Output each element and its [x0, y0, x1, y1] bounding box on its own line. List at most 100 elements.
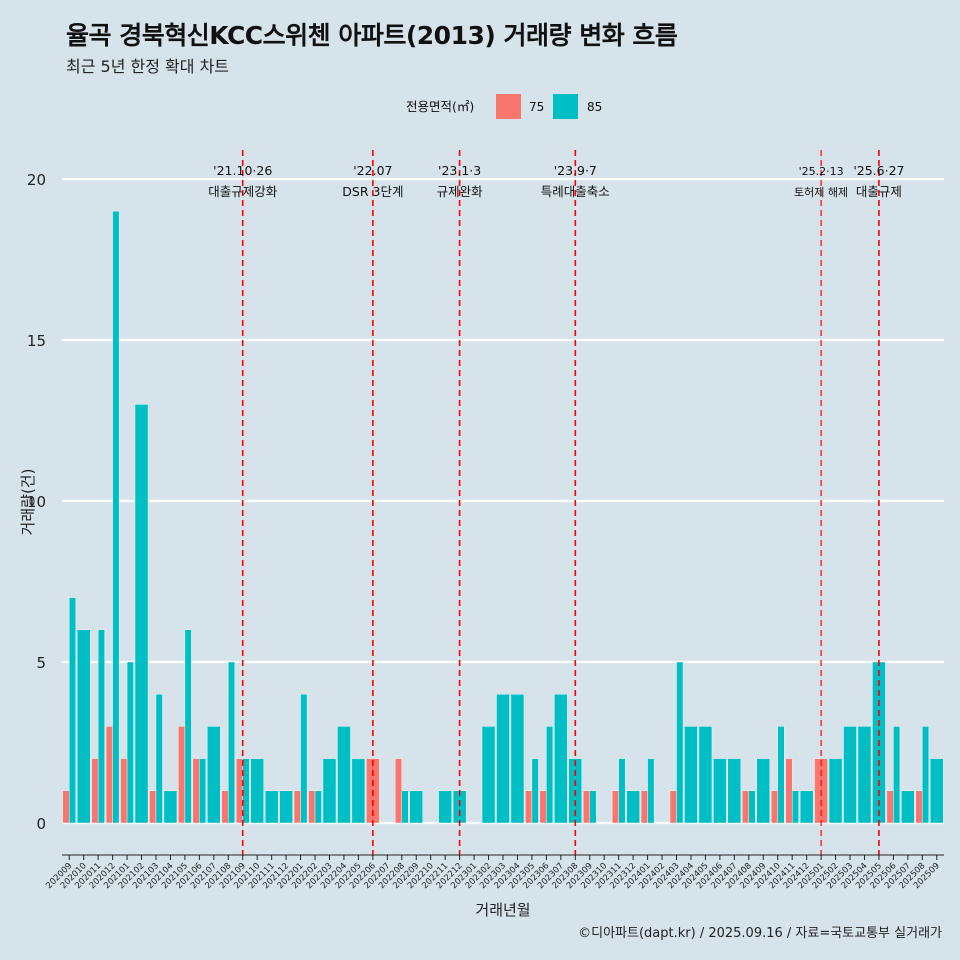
bar-85	[589, 790, 597, 824]
bar-75	[149, 790, 157, 824]
event-date: '23.1·3	[438, 163, 481, 178]
bar-85	[857, 726, 872, 824]
event-label: 대출규제	[856, 184, 902, 199]
bar-85	[438, 790, 452, 824]
legend-swatch-75	[496, 94, 521, 119]
event-label: 규제완화	[437, 184, 484, 199]
bar-85	[828, 758, 843, 824]
bar-85	[264, 790, 279, 824]
bar-85	[163, 790, 178, 824]
bar-85	[626, 790, 640, 824]
bar-85	[777, 726, 785, 824]
bar-75	[62, 790, 70, 824]
bar-85	[314, 790, 322, 824]
bar-75	[525, 790, 533, 824]
event-date: '21.10·26	[213, 163, 272, 178]
bar-85	[228, 661, 235, 824]
bar-75	[915, 790, 923, 824]
source-caption: ©디아파트(dapt.kr) / 2025.09.16 / 자료=국토교통부 실…	[578, 926, 942, 941]
bar-85	[713, 758, 727, 824]
y-tick-label: 20	[27, 171, 46, 189]
bar-75	[91, 758, 99, 824]
bar-75	[669, 790, 677, 824]
bar-75	[395, 758, 402, 824]
bar-85	[727, 758, 742, 824]
y-tick-label: 10	[27, 493, 46, 511]
bar-75	[120, 758, 128, 824]
bar-85	[647, 758, 655, 824]
bar-85	[531, 758, 539, 824]
bar-75	[785, 758, 793, 824]
x-axis-title: 거래년월	[475, 901, 530, 919]
event-date: '23.9·7	[554, 163, 597, 178]
bar-75	[192, 758, 200, 824]
bar-85	[126, 661, 134, 824]
bar-85	[618, 758, 626, 824]
event-label: DSR 3단계	[342, 184, 403, 199]
bars	[62, 210, 944, 824]
event-date: '22.07	[353, 163, 392, 178]
bar-85	[134, 404, 149, 824]
bar-85	[843, 726, 857, 824]
bar-85	[322, 758, 337, 824]
bar-75	[308, 790, 316, 824]
bar-85	[698, 726, 713, 824]
event-lines: '21.10·26 대출규제강화 '22.07 DSR 3단계 '23.1·3 규제완화 '…	[208, 150, 905, 855]
legend-swatch-85	[553, 94, 578, 119]
bar-85	[351, 758, 366, 824]
bar-75	[886, 790, 894, 824]
event-date: '25.6·27	[853, 163, 904, 178]
bar-75	[178, 726, 186, 824]
bar-85	[756, 758, 770, 824]
bar-85	[250, 758, 264, 824]
bar-85	[684, 726, 698, 824]
bar-75	[236, 758, 243, 824]
bar-75	[293, 790, 301, 824]
legend: 전용면적(㎡) 75 85	[406, 94, 602, 119]
y-tick-label: 5	[36, 654, 46, 672]
bar-85	[748, 790, 756, 824]
bar-85	[922, 726, 930, 824]
y-tick-label: 0	[36, 815, 46, 833]
chart-subtitle: 최근 5년 한정 확대 차트	[66, 57, 230, 76]
bar-85	[199, 758, 207, 824]
event-date: '25.2·13	[799, 165, 844, 178]
bar-85	[97, 629, 105, 824]
bar-75	[640, 790, 648, 824]
bar-85	[791, 790, 799, 824]
bar-85	[893, 726, 901, 824]
bar-75	[611, 790, 619, 824]
bar-85	[901, 790, 915, 824]
bar-85	[69, 597, 76, 824]
bar-85	[799, 790, 814, 824]
axes: 2020092020102020112020122021012021022021…	[44, 854, 944, 891]
bar-85	[242, 758, 250, 824]
bar-85	[112, 210, 120, 824]
bar-75	[221, 790, 229, 824]
bar-85	[496, 694, 510, 824]
legend-title: 전용면적(㎡)	[406, 99, 474, 114]
legend-label-75: 75	[529, 100, 544, 114]
bar-85	[481, 726, 496, 824]
bar-85	[401, 790, 409, 824]
chart-title: 율곡 경북혁신KCC스위첸 아파트(2013) 거래량 변화 흐름	[66, 21, 678, 50]
bar-85	[676, 661, 684, 824]
event-label: 토허제 해제	[794, 185, 848, 199]
bar-75	[105, 726, 113, 824]
bar-85	[76, 629, 91, 824]
event-label: 대출규제강화	[208, 184, 278, 199]
bar-75	[771, 790, 778, 824]
event-label: 특례대출축소	[541, 184, 610, 199]
bar-85	[510, 694, 525, 824]
y-axis-title: 거래량(건)	[19, 469, 37, 536]
bar-75	[742, 790, 750, 824]
bar-85	[337, 726, 351, 824]
bar-85	[409, 790, 423, 824]
bar-75	[539, 790, 547, 824]
y-tick-label: 15	[27, 332, 46, 350]
bar-85	[300, 694, 308, 824]
bar-85	[930, 758, 944, 824]
bar-75	[583, 790, 590, 824]
legend-label-85: 85	[587, 100, 602, 114]
